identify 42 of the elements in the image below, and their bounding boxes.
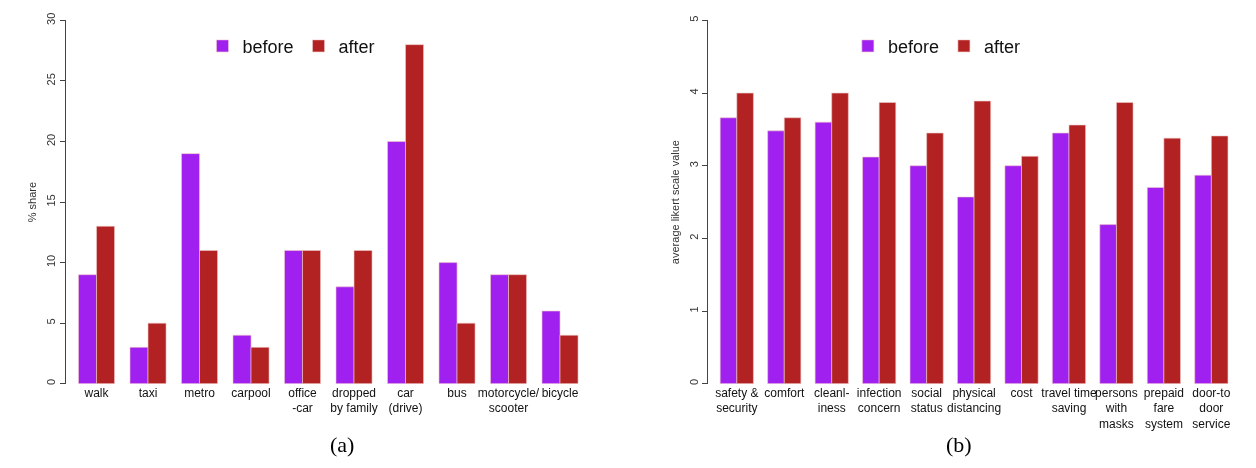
x-tick-label: comfort: [764, 385, 805, 400]
x-tick-label: prepaid fare system: [1143, 385, 1184, 431]
text: (a): [330, 432, 355, 457]
y-axis-title: % share: [25, 181, 38, 223]
x-tick-label: cleanl- iness: [814, 385, 850, 416]
x-tick-label: carpool: [231, 385, 271, 400]
y-tick-label: 20: [45, 133, 58, 146]
x-tick-label: social status: [910, 385, 943, 416]
y-axis-title: average likert scale value: [668, 140, 681, 265]
y-tick-label: 2: [687, 233, 700, 240]
y-tick-label: 15: [45, 194, 58, 207]
x-tick-label: safety & security: [715, 385, 759, 416]
x-tick-label: office -car: [288, 385, 318, 416]
y-tick-label: 4: [687, 88, 700, 95]
x-tick-label: cost: [1010, 385, 1034, 400]
y-tick-label: 25: [45, 73, 58, 86]
legend-label: before: [887, 36, 939, 57]
y-tick-label: 0: [45, 378, 58, 386]
x-tick-label: persons with masks: [1095, 385, 1138, 431]
y-tick-label: 1: [687, 306, 700, 313]
x-tick-label: infection concern: [856, 385, 902, 416]
x-tick-label: bicycle: [541, 385, 579, 400]
legend-label: after: [338, 36, 375, 57]
legend-label: before: [242, 36, 294, 57]
x-tick-label: dropped by family: [330, 385, 378, 416]
y-tick-label: 10: [45, 254, 58, 268]
x-tick-label: taxi: [138, 385, 158, 400]
y-tick-label: 3: [687, 161, 700, 168]
y-tick-label: 5: [45, 318, 58, 325]
y-tick-label: 0: [687, 378, 700, 386]
x-tick-label: door-to door service: [1192, 385, 1231, 431]
y-tick-label: 30: [45, 12, 58, 25]
legend-label: after: [983, 36, 1020, 57]
x-tick-label: walk: [83, 385, 110, 400]
x-tick-label: car (drive): [388, 385, 423, 416]
x-tick-label: metro: [184, 385, 216, 400]
x-tick-label: physical distancing: [947, 385, 1002, 416]
y-tick-label: 5: [687, 15, 700, 22]
x-tick-label: motorcycle/ scooter: [477, 385, 540, 416]
x-tick-label: bus: [447, 385, 467, 400]
text: (b): [946, 432, 972, 457]
x-tick-label: travel time saving: [1041, 385, 1097, 416]
